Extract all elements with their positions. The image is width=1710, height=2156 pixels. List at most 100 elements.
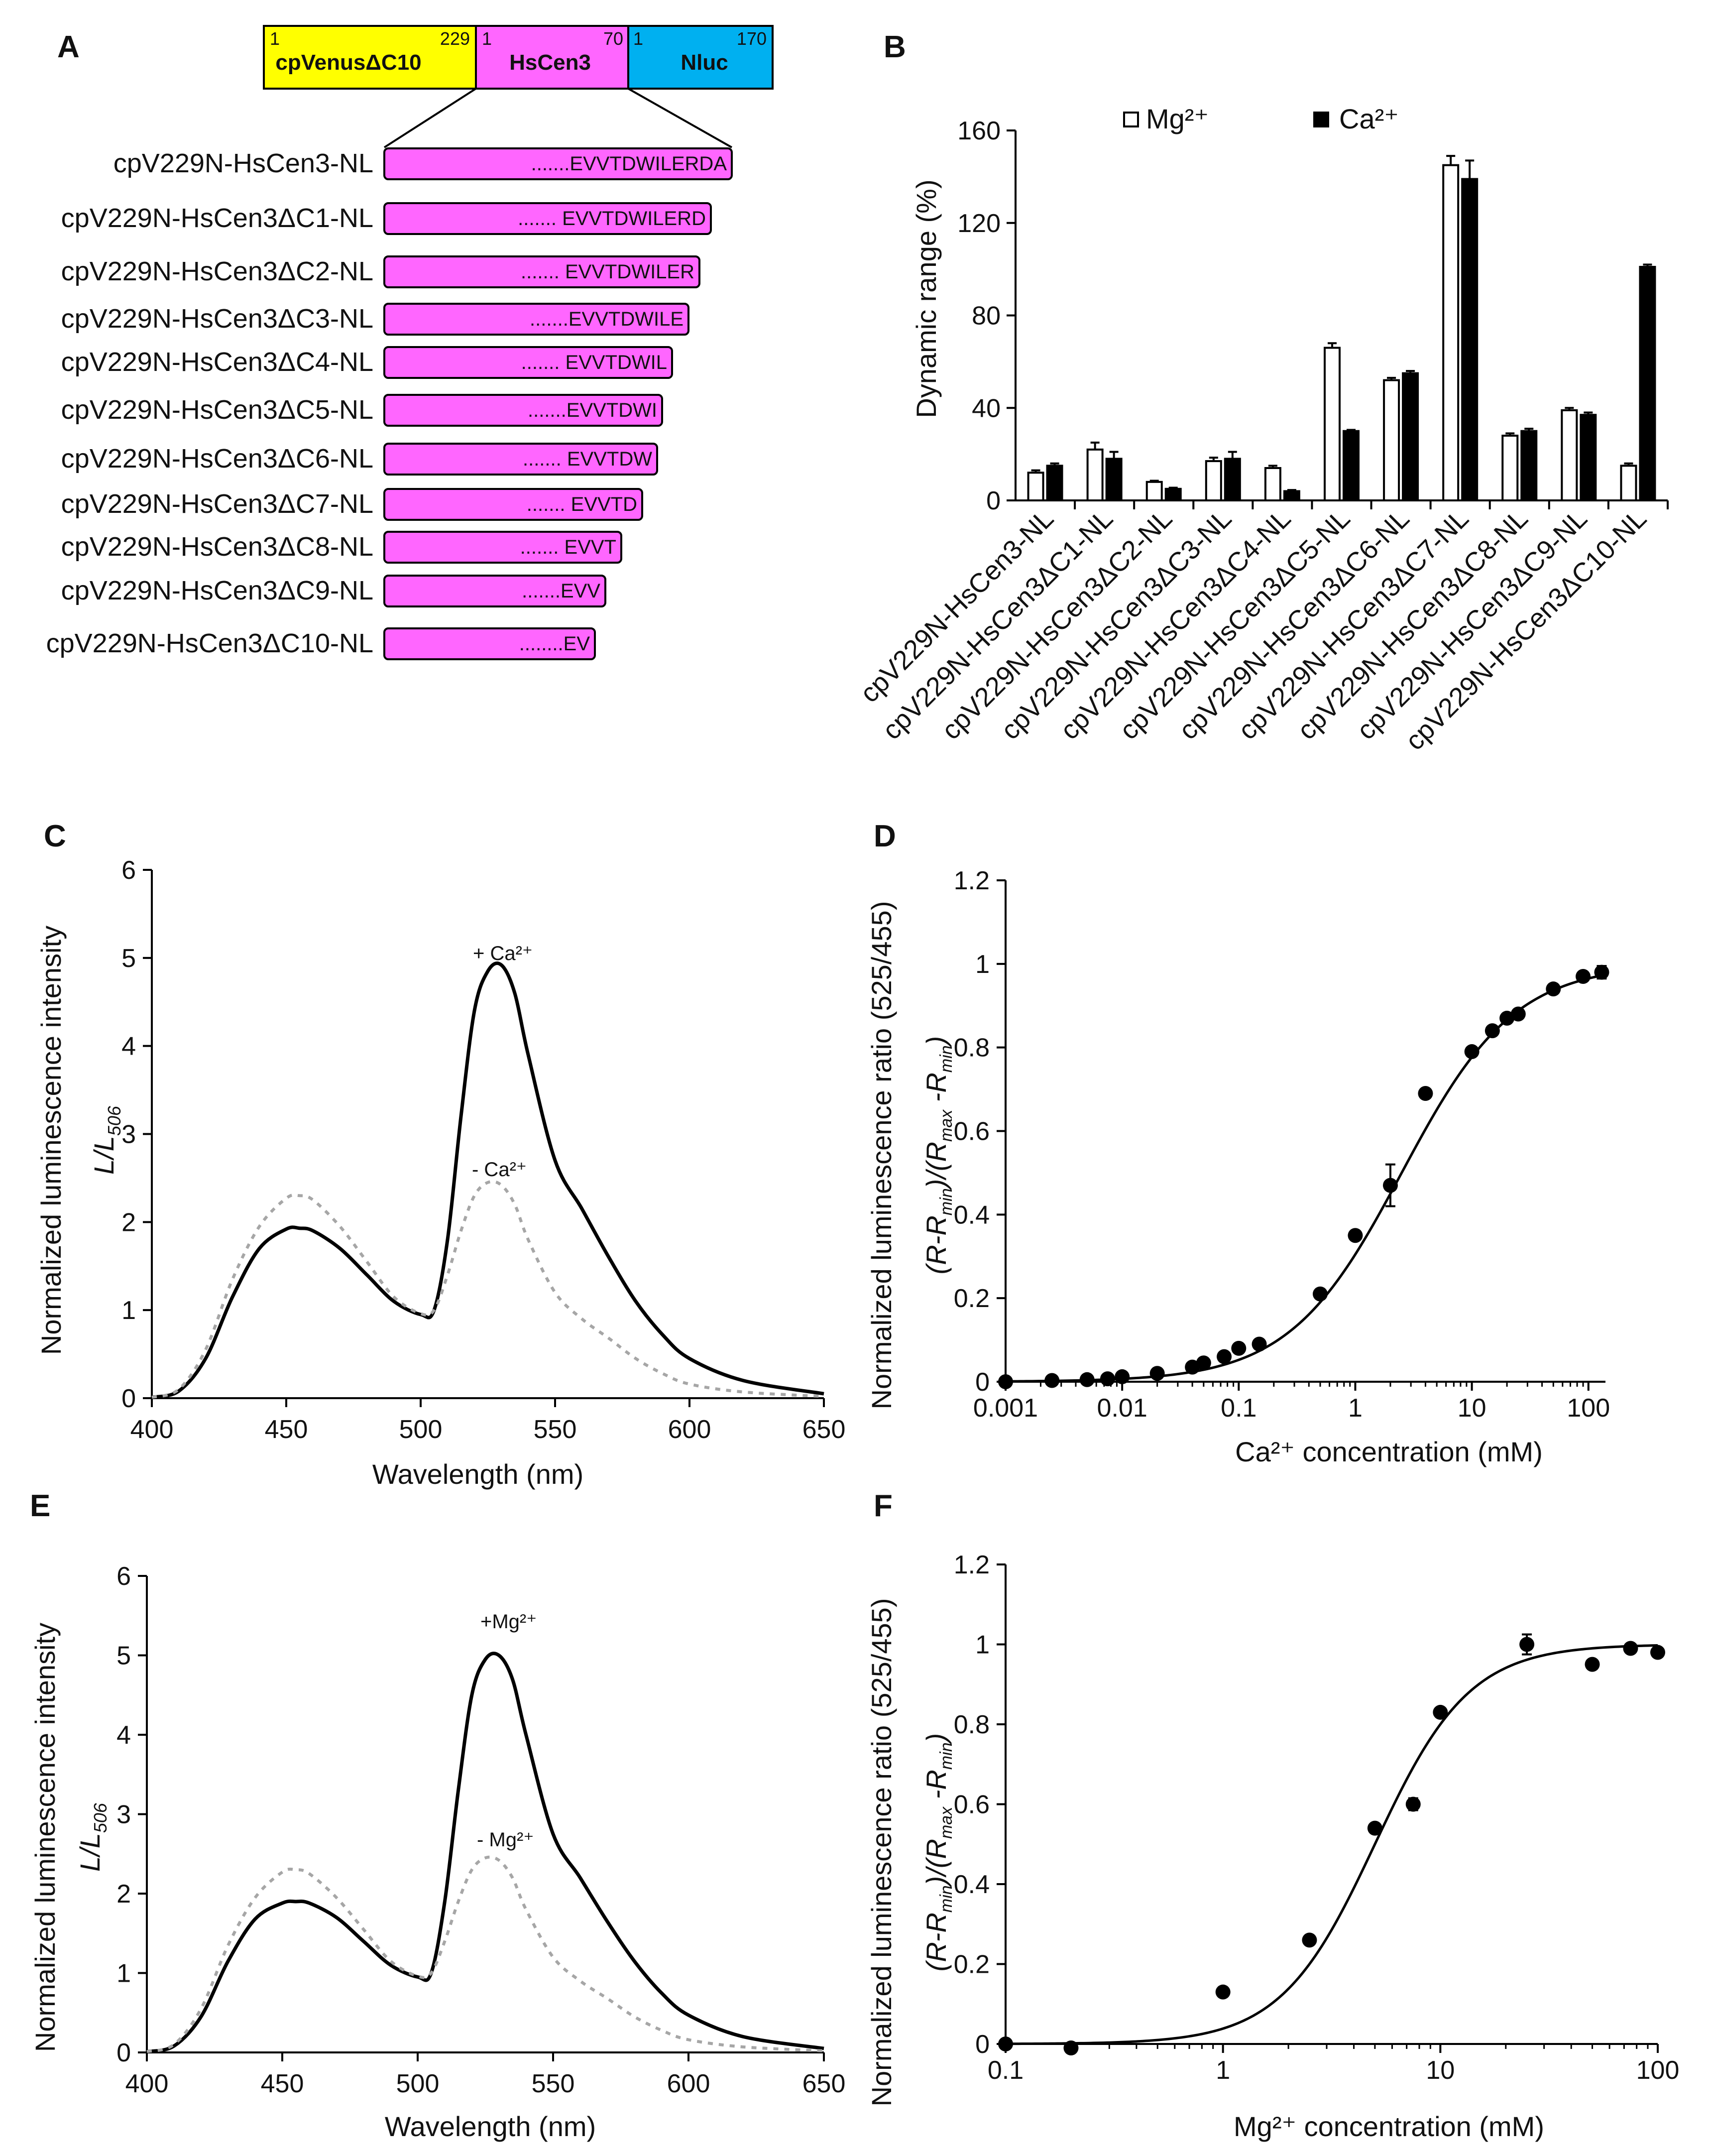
panel-c-ylabel2: L/L506 — [88, 1105, 124, 1175]
data-point — [1499, 1010, 1515, 1026]
spectrum-line-plus — [151, 961, 824, 1399]
panel-d-letter: D — [874, 819, 896, 853]
construct-bar — [383, 575, 606, 607]
y-tick-label: 0.6 — [954, 1117, 990, 1146]
bar-ca — [1046, 465, 1063, 501]
construct-label: cpV229N-HsCen3ΔC8-NL — [61, 532, 373, 562]
legend-mg-swatch — [1123, 112, 1139, 127]
y-tick-label: 6 — [121, 856, 136, 885]
construct-sequence: ....... EVVTDWIL — [521, 352, 667, 373]
construct-sequence: ....... EVVT — [520, 536, 616, 558]
construct-label: cpV229N-HsCen3ΔC1-NL — [61, 203, 373, 233]
construct-sequence: ........EV — [519, 633, 590, 655]
domain-hscen3-name: HsCen3 — [509, 50, 591, 75]
data-point — [1079, 1372, 1095, 1387]
bar-ca — [1343, 430, 1360, 501]
bar-ca — [1105, 458, 1123, 501]
x-tick-label: 1 — [1216, 2056, 1230, 2085]
construct-bar — [383, 627, 596, 660]
y-tick-label: 2 — [116, 1880, 131, 1909]
construct-sequence: ....... EVVTD — [527, 493, 637, 515]
x-tick-label: 0.001 — [973, 1394, 1038, 1423]
y-tick-label: 4 — [116, 1721, 131, 1750]
data-point — [998, 1374, 1013, 1389]
legend-mg-label: Mg²⁺ — [1146, 103, 1209, 134]
construct-label: cpV229N-HsCen3ΔC7-NL — [61, 489, 373, 519]
bar-mg — [1620, 465, 1637, 501]
panel-d-plot: 0 0.2 0.4 0.6 0.8 1 1.2 0.001 0.01 0.1 1 10 100 — [954, 866, 1610, 1423]
domain-hscen3 — [475, 25, 629, 90]
panel-f-ylabel: Normalized luminescence ratio (525/455) — [866, 1598, 897, 2107]
y-tick-label: 0.2 — [954, 1284, 990, 1313]
data-point — [998, 2036, 1013, 2051]
y-tick-label: 1.2 — [954, 866, 990, 895]
bar-mg — [1145, 480, 1163, 501]
bar-mg — [1561, 409, 1578, 501]
y-tick-label: 0 — [116, 2038, 131, 2067]
data-point — [1382, 1178, 1398, 1193]
data-point — [1215, 1984, 1231, 2000]
data-point — [1433, 1704, 1448, 1720]
y-tick-label: 5 — [116, 1642, 131, 1671]
bar-ca — [1164, 487, 1182, 501]
panel-c-annot-plus: + Ca²⁺ — [473, 943, 533, 964]
bar-mg — [1442, 164, 1460, 501]
data-point — [1100, 1371, 1115, 1387]
panel-a: A 1 229 cpVenusΔC10 1 70 HsCen3 1 170 Nl… — [46, 25, 774, 660]
data-point — [1484, 1023, 1500, 1039]
construct-label: cpV229N-HsCen3ΔC5-NL — [61, 395, 373, 425]
construct-list: cpV229N-HsCen3-NL .......EVVTDWILERDA cpV2… — [46, 147, 733, 660]
y-tick-label: 6 — [116, 1562, 131, 1591]
x-tick-label: 10 — [1426, 2056, 1455, 2085]
panel-f-ylabel2: (R-Rmin)/(Rmax -Rmin) — [920, 1733, 956, 1972]
data-point — [1196, 1355, 1211, 1371]
x-tick-label: 500 — [396, 2069, 440, 2098]
x-tick-label: 400 — [125, 2069, 169, 2098]
data-point — [1185, 1359, 1200, 1375]
construct-bar — [383, 202, 712, 235]
construct-sequence: .......EVV — [522, 580, 600, 602]
domain-nluc-end: 170 — [737, 28, 767, 49]
bar-ca — [1520, 430, 1538, 501]
legend-ca-label: Ca²⁺ — [1339, 103, 1399, 134]
x-tick-label: 0.1 — [1221, 1394, 1256, 1423]
zoom-line-right — [628, 88, 732, 148]
bar-mg — [1205, 460, 1222, 502]
x-tick-label: 100 — [1636, 2056, 1680, 2085]
construct-bar — [383, 443, 658, 476]
x-tick-label: 650 — [802, 2069, 846, 2098]
panel-f: F Normalized luminescence ratio (525/455… — [866, 1489, 1679, 2142]
data-point — [1623, 1641, 1638, 1656]
construct-label: cpV229N-HsCen3ΔC10-NL — [46, 628, 373, 658]
data-point — [1302, 1932, 1317, 1948]
panel-a-letter: A — [57, 30, 80, 64]
panel-f-xlabel: Mg²⁺ concentration (mM) — [1234, 2111, 1544, 2142]
data-point — [1576, 969, 1591, 984]
y-tick-label: 1 — [116, 1959, 131, 1988]
y-tick-label: 80 — [972, 302, 1001, 331]
panel-c-letter: C — [44, 819, 66, 853]
x-tick-label: 450 — [265, 1415, 308, 1444]
x-tick-label: 600 — [667, 2069, 710, 2098]
construct-label: cpV229N-HsCen3-NL — [114, 148, 373, 178]
construct-sequence: ....... EVVTDWILER — [521, 261, 694, 283]
y-tick-label: 3 — [116, 1800, 131, 1829]
construct-bar — [383, 394, 663, 427]
bar-ca — [1580, 414, 1597, 502]
construct-label: cpV229N-HsCen3ΔC6-NL — [61, 444, 373, 474]
construct-sequence: .......EVVTDWILE — [530, 308, 684, 330]
spectrum-line-minus — [151, 1180, 824, 1399]
y-tick-label: 4 — [121, 1032, 136, 1061]
construct-sequence: ....... EVVTDW — [523, 448, 652, 470]
spectrum-line-plus — [146, 1652, 824, 2053]
panel-b-plot: 04080120160cpV229N-HsCen3-NLcpV229N-HsCe… — [854, 117, 1669, 756]
panel-b-letter: B — [884, 30, 906, 64]
bar-ca — [1461, 178, 1479, 501]
data-point — [1231, 1340, 1247, 1356]
panel-e-xlabel: Wavelength (nm) — [385, 2111, 596, 2142]
bar-ca — [1283, 490, 1300, 501]
panel-c-annot-minus: - Ca²⁺ — [472, 1159, 527, 1181]
y-tick-label: 1 — [975, 950, 990, 979]
panel-b-ylabel: Dynamic range (%) — [911, 179, 942, 418]
